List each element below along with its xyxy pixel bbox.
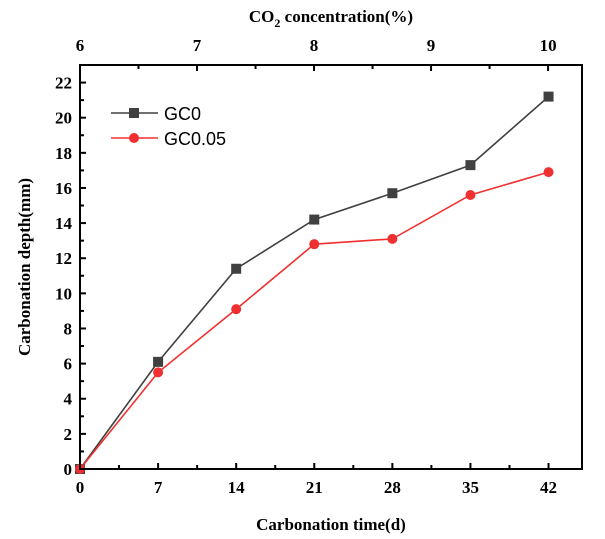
data-point-GC0.05 bbox=[543, 167, 554, 178]
x-tick-label: 28 bbox=[384, 478, 401, 497]
data-point-GC0 bbox=[231, 263, 242, 274]
x-axis-label: Carbonation time(d) bbox=[256, 515, 406, 534]
legend-marker-GC0.05 bbox=[129, 133, 139, 143]
x-tick-label: 0 bbox=[76, 478, 85, 497]
data-point-GC0.05 bbox=[465, 189, 476, 200]
legend-marker-GC0 bbox=[129, 108, 139, 118]
top-x-tick-label: 10 bbox=[540, 36, 557, 55]
top-x-tick-label: 9 bbox=[427, 36, 436, 55]
top-x-tick-label: 6 bbox=[76, 36, 85, 55]
data-point-GC0.05 bbox=[153, 367, 164, 378]
y-tick-label: 6 bbox=[64, 355, 73, 374]
legend-label: GC0.05 bbox=[164, 129, 226, 149]
data-point-GC0 bbox=[465, 160, 476, 171]
legend-label: GC0 bbox=[164, 104, 201, 124]
x-tick-label: 21 bbox=[306, 478, 323, 497]
y-tick-label: 20 bbox=[55, 109, 72, 128]
data-point-GC0 bbox=[309, 214, 320, 225]
y-axis-label: Carbonation depth(mm) bbox=[15, 178, 34, 356]
data-point-GC0.05 bbox=[387, 233, 398, 244]
y-tick-label: 4 bbox=[64, 390, 73, 409]
y-tick-label: 2 bbox=[64, 425, 73, 444]
x-tick-label: 7 bbox=[154, 478, 163, 497]
top-x-tick-label: 7 bbox=[193, 36, 202, 55]
plot-frame bbox=[79, 64, 583, 470]
y-tick-label: 22 bbox=[55, 74, 72, 93]
x-tick-label: 14 bbox=[228, 478, 246, 497]
data-point-GC0 bbox=[543, 91, 554, 102]
series-line-GC0 bbox=[79, 96, 550, 470]
y-tick-label: 14 bbox=[55, 214, 73, 233]
y-tick-label: 12 bbox=[55, 249, 72, 268]
data-point-GC0 bbox=[153, 356, 164, 367]
data-point-GC0 bbox=[387, 188, 398, 199]
data-point-GC0.05 bbox=[309, 239, 320, 250]
data-point-GC0.05 bbox=[231, 304, 242, 315]
y-tick-label: 10 bbox=[55, 284, 72, 303]
y-tick-label: 16 bbox=[55, 179, 72, 198]
y-tick-label: 18 bbox=[55, 144, 72, 163]
x-tick-label: 42 bbox=[540, 478, 557, 497]
x-tick-label: 35 bbox=[462, 478, 479, 497]
top-x-tick-label: 8 bbox=[310, 36, 319, 55]
top-axis-label: CO2 concentration(%) bbox=[249, 7, 413, 30]
y-tick-label: 8 bbox=[64, 319, 73, 338]
y-tick-label: 0 bbox=[64, 460, 73, 479]
